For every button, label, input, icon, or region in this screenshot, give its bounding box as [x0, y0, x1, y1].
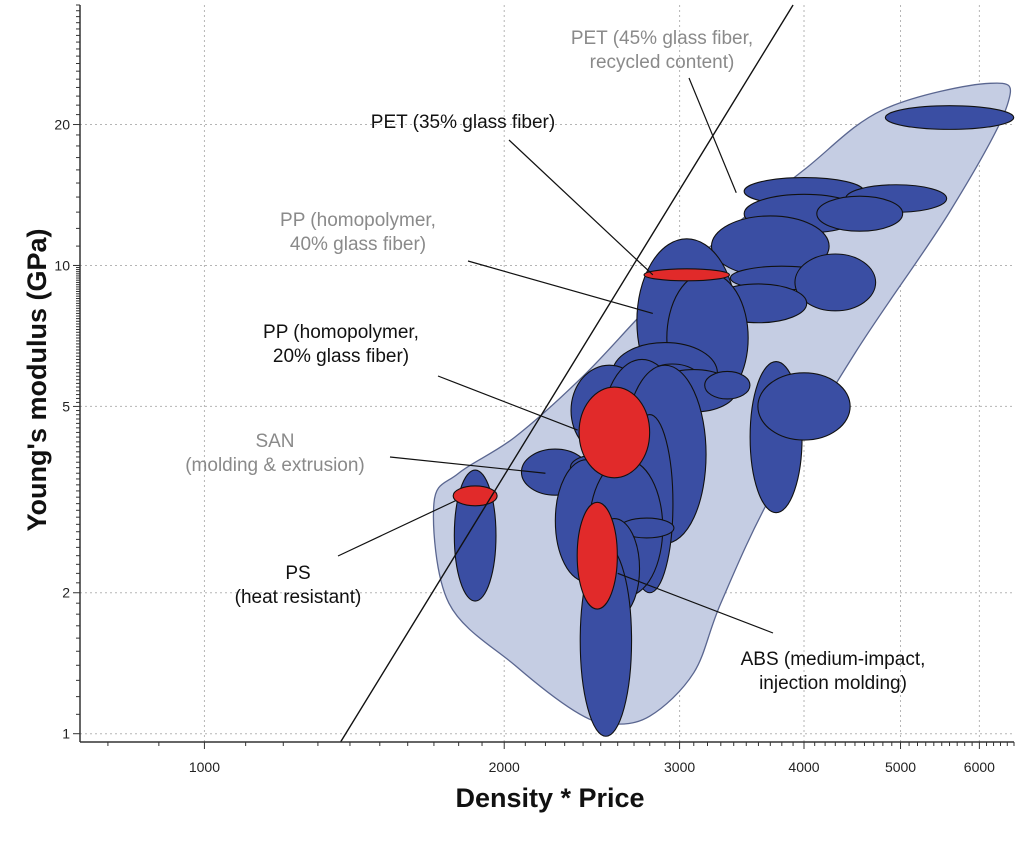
annotation-line: PP (homopolymer,	[280, 210, 436, 231]
annotation-leader-pet-35	[508, 139, 654, 276]
y-tick-label: 2	[62, 585, 70, 601]
annotation-line: (molding & extrusion)	[185, 455, 365, 476]
annotation-line: injection molding)	[759, 673, 907, 694]
y-tick-label: 10	[54, 257, 70, 273]
annotation-line: PP (homopolymer,	[263, 322, 419, 343]
highlighted-material-bubble	[452, 485, 498, 507]
material-bubble	[884, 105, 1015, 130]
material-bubbles	[452, 105, 1015, 737]
y-tick-label: 20	[54, 117, 70, 133]
annotation-leader-pet-45	[688, 77, 737, 193]
annotation-leader-abs	[617, 572, 774, 634]
annotation-san: SAN (molding & extrusion)	[185, 431, 365, 476]
material-bubble	[704, 370, 751, 400]
highlighted-material-bubble	[576, 501, 618, 610]
x-tick-label: 1000	[189, 759, 220, 775]
annotation-line: 20% glass fiber)	[273, 346, 409, 367]
annotation-leader-pp-20	[437, 375, 578, 431]
highlighted-material-bubble	[643, 268, 730, 282]
tick-labels: 1000 2000 3000 4000 5000 6000 1 2 5 10 20	[54, 117, 995, 775]
trend-line-layer	[339, 4, 794, 743]
annotation-line: PET (45% glass fiber,	[571, 28, 753, 49]
x-tick-label: 5000	[885, 759, 916, 775]
annotation-ps: PS (heat resistant)	[235, 563, 362, 608]
annotation-pp-40: PP (homopolymer, 40% glass fiber)	[280, 210, 436, 255]
annotation-line: ABS (medium-impact,	[741, 649, 926, 670]
axes	[73, 4, 1015, 749]
x-axis-label: Density * Price	[455, 783, 644, 813]
annotation-line: SAN	[255, 431, 294, 452]
annotation-line: PS	[285, 563, 310, 584]
x-tick-label: 4000	[788, 759, 819, 775]
annotation-pet-35: PET (35% glass fiber)	[371, 112, 555, 133]
trend-line	[339, 4, 794, 743]
material-bubble	[816, 195, 904, 232]
annotation-leader-san	[389, 456, 546, 474]
annotation-pp-20: PP (homopolymer, 20% glass fiber)	[263, 322, 419, 367]
annotation-leaders	[337, 77, 774, 634]
annotation-abs: ABS (medium-impact, injection molding)	[741, 649, 926, 694]
annotations: PET (45% glass fiber, recycled content)PE…	[185, 28, 925, 694]
highlighted-material-bubble	[578, 386, 651, 479]
x-tick-label: 6000	[964, 759, 995, 775]
material-bubble	[757, 372, 851, 441]
annotation-pet-45: PET (45% glass fiber, recycled content)	[571, 28, 753, 73]
annotation-line: 40% glass fiber)	[290, 234, 426, 255]
y-tick-label: 1	[62, 726, 70, 742]
y-tick-label: 5	[62, 398, 70, 414]
annotation-leader-pp-40	[467, 260, 653, 314]
material-bubble	[794, 253, 877, 312]
annotation-leader-ps	[337, 499, 457, 557]
annotation-line: recycled content)	[590, 52, 735, 73]
annotation-line: (heat resistant)	[235, 587, 362, 608]
annotation-line: PET (35% glass fiber)	[371, 112, 555, 133]
y-axis-label: Young's modulus (GPa)	[22, 229, 52, 532]
x-tick-label: 3000	[664, 759, 695, 775]
x-tick-label: 2000	[489, 759, 520, 775]
